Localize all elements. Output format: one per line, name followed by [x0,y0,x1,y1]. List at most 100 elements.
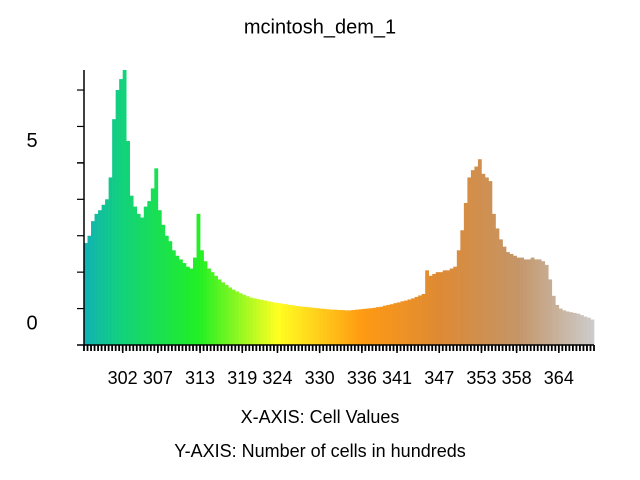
bar [520,257,524,345]
y-tick-label: 0 [26,312,37,334]
bar [456,250,461,345]
bar [112,119,116,346]
bar [432,273,437,345]
x-tick-label: 336 [347,368,377,388]
bar [579,315,584,345]
bar [182,263,187,345]
bar [513,255,517,345]
bar [316,308,320,345]
bar [354,309,359,345]
bar [196,213,201,345]
x-tick-label: 341 [382,368,412,388]
bar [214,275,218,345]
bar [228,287,233,345]
bar [217,279,222,345]
bar [492,213,496,345]
bar [122,70,127,345]
bar [273,302,278,345]
bar [224,284,229,345]
bar [98,210,102,345]
bar [312,307,317,345]
bar [203,261,208,345]
bar [506,252,510,345]
chart-title: mcintosh_dem_1 [244,16,396,38]
x-tick-label: 364 [544,368,574,388]
bar [365,308,370,345]
bar [530,257,535,345]
bar [509,253,514,345]
bar [361,308,366,345]
bar [382,305,387,345]
bar [115,90,120,345]
bar [372,307,377,345]
bar [555,304,560,345]
bar [551,295,556,345]
bar [126,141,131,345]
bar [442,270,447,345]
bar [344,310,349,345]
bar [502,246,507,345]
bar [245,296,250,345]
bar [186,266,190,345]
bar [231,289,236,345]
bar [284,304,289,345]
bar [368,308,373,345]
bar [541,261,546,345]
bar [298,306,303,345]
bar [340,310,345,345]
bar [242,294,247,345]
bar [474,166,479,345]
bar [390,304,394,345]
bar [235,291,240,345]
bar [548,279,553,345]
bar [467,177,472,345]
bar [351,310,356,345]
bar [400,301,405,345]
bar [119,79,123,345]
bar [189,268,194,345]
bar [309,307,313,345]
bar [91,221,95,345]
bar [136,213,141,345]
bar [425,270,429,345]
bar [421,294,426,345]
y-axis-label: Y-AXIS: Number of cells in hundreds [174,441,465,461]
bar [305,307,310,345]
x-tick-label: 353 [466,368,496,388]
bar [347,310,352,345]
bar [178,259,183,345]
y-tick-label: 5 [26,130,37,152]
x-tick-label: 307 [143,368,173,388]
bar [94,213,99,345]
bar [238,293,243,345]
bar [407,299,412,345]
bar [435,272,440,345]
bar [375,307,380,345]
bar [87,235,92,345]
bar [337,310,342,345]
x-tick-label: 302 [108,368,138,388]
bar [358,309,363,345]
bar [108,177,113,345]
bar [446,270,451,345]
x-tick-label: 319 [227,368,257,388]
bar [495,228,500,345]
bar [477,159,482,345]
bar [280,303,285,345]
bar [101,204,106,345]
bar [499,239,503,345]
bar [84,243,88,345]
bar [207,268,211,345]
bar [460,230,465,345]
bar [411,298,415,345]
bar [330,309,335,345]
bar [488,181,493,345]
bar [562,310,567,345]
bar [379,306,384,345]
bar [393,303,398,345]
bar [404,300,408,345]
bar [150,188,155,345]
bar [590,319,595,345]
bar [154,168,159,345]
